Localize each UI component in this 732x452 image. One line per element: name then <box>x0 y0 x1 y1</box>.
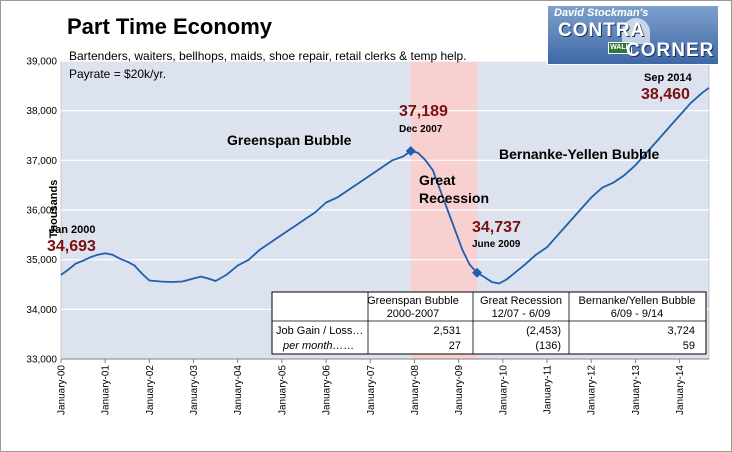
annotation-dec2007-value: 37,189 <box>399 103 448 120</box>
y-tick-label: 37,000 <box>26 156 57 167</box>
y-axis-label: Thousands <box>48 180 60 239</box>
x-tick-label: January-01 <box>101 365 112 415</box>
y-tick-label: 33,000 <box>26 355 57 366</box>
x-tick-label: January-08 <box>410 365 421 415</box>
series-line <box>60 87 710 285</box>
x-tick-label: January-03 <box>189 365 200 415</box>
table-cell: 2,531 <box>433 325 461 337</box>
data-point-marker <box>472 267 483 278</box>
table-header-recession: Great Recession <box>480 295 562 307</box>
x-tick-label: January-11 <box>543 365 554 415</box>
y-tick-label: 35,000 <box>26 255 57 266</box>
annotation-great-recession-2: Recession <box>419 190 489 206</box>
x-tick-label: January-10 <box>498 365 509 415</box>
annotation-dec2007-label: Dec 2007 <box>399 124 443 135</box>
table-row-label-per-month: per month…… <box>282 340 355 352</box>
table-row-label-job-gain: Job Gain / Loss… <box>276 325 363 337</box>
logo-line1: CONTRA <box>558 20 646 41</box>
capitol-dome-icon <box>622 18 650 44</box>
x-tick-label: January-05 <box>277 365 288 415</box>
annotation-jan2000-value: 34,693 <box>47 238 96 255</box>
chart-subtitle: Bartenders, waiters, bellhops, maids, sh… <box>69 49 467 63</box>
table-cell: 3,724 <box>667 325 695 337</box>
annotation-jun2009-value: 34,737 <box>472 219 521 236</box>
annotation-greenspan-bubble: Greenspan Bubble <box>227 132 352 148</box>
y-tick-label: 38,000 <box>26 106 57 117</box>
x-tick-label: January-04 <box>233 365 244 415</box>
table-cell: (136) <box>535 340 561 352</box>
table-cell: 59 <box>683 340 695 352</box>
table-cell: (2,453) <box>526 325 561 337</box>
table-header-bernanke-range: 6/09 - 9/14 <box>611 308 664 320</box>
contra-corner-logo: David Stockman's CONTRA WALL CORNER <box>547 5 719 65</box>
annotation-sep2014-label: Sep 2014 <box>644 72 693 84</box>
table-header-recession-range: 12/07 - 6/09 <box>492 308 551 320</box>
x-tick-label: January-07 <box>366 365 377 415</box>
annotation-jan2000-label: Jan 2000 <box>49 224 95 236</box>
summary-table: Greenspan Bubble 2000-2007 Great Recessi… <box>271 291 707 355</box>
chart-subtitle-payrate: Payrate = $20k/yr. <box>69 67 166 81</box>
annotation-jun2009-label: June 2009 <box>472 239 521 250</box>
logo-top-text: David Stockman's <box>554 7 649 19</box>
x-tick-label: January-13 <box>631 365 642 415</box>
y-tick-label: 36,000 <box>26 206 57 217</box>
annotation-bernanke-yellen-bubble: Bernanke-Yellen Bubble <box>499 146 659 162</box>
y-tick-label: 39,000 <box>26 57 57 68</box>
table-cell: 27 <box>449 340 461 352</box>
x-tick-label: January-12 <box>587 365 598 415</box>
table-header-bernanke: Bernanke/Yellen Bubble <box>578 295 695 307</box>
wall-street-sign-icon: WALL <box>608 42 632 54</box>
y-tick-label: 34,000 <box>26 305 57 316</box>
x-tick-label: January-14 <box>675 365 686 415</box>
data-point-marker <box>405 145 416 156</box>
x-tick-label: January-00 <box>57 365 68 415</box>
logo-line2: CORNER <box>626 40 715 61</box>
annotation-great-recession-1: Great <box>419 172 456 188</box>
annotation-sep2014-value: 38,460 <box>641 86 690 103</box>
table-header-greenspan-range: 2000-2007 <box>387 308 440 320</box>
table-header-greenspan: Greenspan Bubble <box>367 295 459 307</box>
x-tick-label: January-02 <box>145 365 156 415</box>
chart-title: Part Time Economy <box>67 14 273 39</box>
x-tick-label: January-06 <box>322 365 333 415</box>
x-tick-label: January-09 <box>454 365 465 415</box>
summary-table-box <box>271 291 707 355</box>
